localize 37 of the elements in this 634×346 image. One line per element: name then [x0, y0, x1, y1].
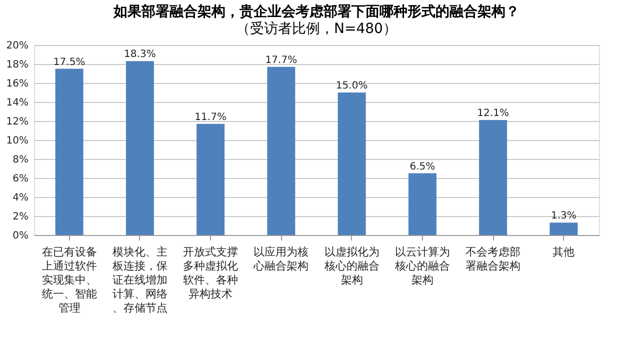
- y-tick-label: 18%: [6, 60, 28, 70]
- y-tick-label: 14%: [6, 98, 28, 108]
- chart-title: 如果部署融合架构，贵企业会考虑部署下面哪种形式的融合架构？: [112, 3, 520, 20]
- x-tick-label: 不会考虑部署融合架构: [466, 246, 521, 272]
- data-label: 17.7%: [265, 54, 298, 66]
- data-label: 6.5%: [410, 161, 436, 172]
- x-tick-label: 模块化、主板连接，保证在线增加计算、网络、存储节点: [111, 246, 168, 314]
- x-tick-label: 以虚拟化为核心的融合架构: [323, 246, 380, 286]
- data-label: 17.5%: [53, 56, 86, 68]
- y-tick-label: 10%: [6, 136, 28, 146]
- bar: [408, 173, 436, 235]
- x-tick-label: 开放式支撑多种虚拟化软件、各种异构技术: [183, 246, 238, 300]
- y-tick-label: 8%: [12, 154, 28, 166]
- y-tick-label: 6%: [12, 174, 28, 184]
- bar: [196, 124, 225, 235]
- bar: [55, 68, 84, 235]
- x-tick-label: 其他: [552, 246, 575, 258]
- bar: [479, 120, 508, 235]
- bar: [126, 61, 154, 235]
- data-label: 15.0%: [336, 80, 368, 92]
- y-tick-label: 0%: [12, 230, 28, 242]
- chart-subtitle: （受访者比例，N=480）: [236, 21, 397, 37]
- y-tick-label: 20%: [6, 40, 28, 52]
- y-tick-label: 12%: [6, 116, 28, 128]
- bar: [550, 222, 578, 235]
- x-tick-label: 以应用为核心融合架构: [252, 246, 309, 272]
- bar: [338, 92, 366, 235]
- data-label: 18.3%: [124, 49, 156, 60]
- bar: [267, 66, 296, 235]
- data-label: 11.7%: [194, 112, 226, 123]
- data-label: 1.3%: [550, 210, 576, 222]
- x-tick-label: 以云计算为核心的融合架构: [394, 246, 450, 286]
- y-tick-label: 4%: [12, 192, 28, 204]
- y-tick-label: 16%: [6, 78, 28, 90]
- y-tick-label: 2%: [12, 212, 28, 222]
- x-tick-label: 在已有设备上通过软件实现集中、统一、智能管理: [42, 246, 97, 314]
- data-label: 12.1%: [477, 108, 509, 120]
